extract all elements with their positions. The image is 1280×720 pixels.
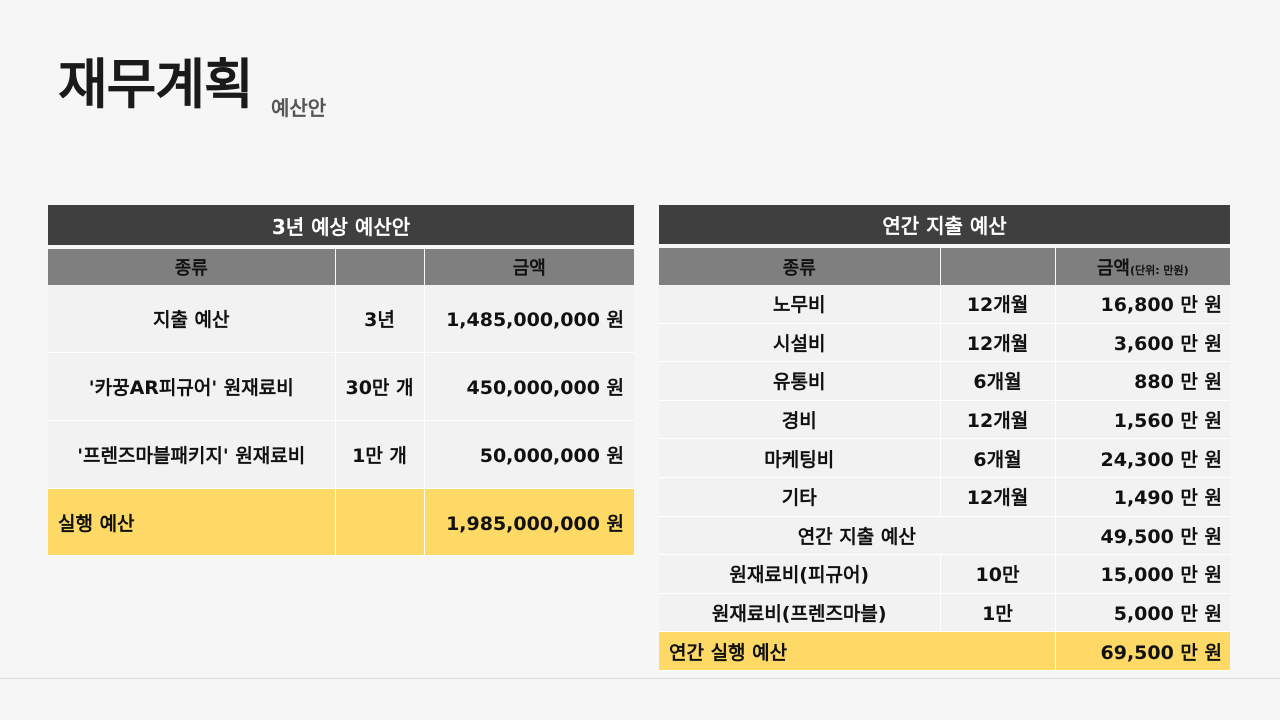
column-header-period — [940, 246, 1056, 285]
cell-amount: 15,000 만 원 — [1055, 554, 1231, 594]
cell-amount: 24,300 만 원 — [1055, 438, 1231, 478]
column-header-qty — [335, 247, 425, 285]
table-title: 연간 지출 예산 — [659, 205, 1231, 248]
cell-period: 12개월 — [940, 323, 1056, 363]
cell-period: 6개월 — [940, 361, 1056, 401]
cell-period: 12개월 — [940, 285, 1056, 324]
table-row: 시설비 12개월 3,600 만 원 — [659, 323, 1231, 363]
total-row: 연간 실행 예산 69,500 만 원 — [659, 631, 1231, 671]
table-row: 기타 12개월 1,490 만 원 — [659, 477, 1231, 517]
cell-amount: 5,000 만 원 — [1055, 593, 1231, 633]
subtotal-label: 연간 지출 예산 — [659, 516, 1056, 556]
cell-amount: 50,000,000 원 — [424, 420, 635, 489]
unit-note: (단위: 만원) — [1129, 263, 1189, 277]
annual-expense-table: 연간 지출 예산 종류 금액(단위: 만원) 노무비 12개월 16,800 만… — [659, 205, 1231, 671]
cell-qty: 3년 — [335, 285, 425, 353]
cell-amount: 1,490 만 원 — [1055, 477, 1231, 517]
total-amount: 1,985,000,000 원 — [424, 488, 635, 556]
cell-qty: 1만 개 — [335, 420, 425, 489]
total-label: 연간 실행 예산 — [659, 631, 1056, 671]
table-row: 원재료비(피규어) 10만 15,000 만 원 — [659, 554, 1231, 594]
page-title: 재무계획 — [58, 53, 254, 116]
cell-period: 10만 — [940, 554, 1056, 594]
three-year-budget-table: 3년 예상 예산안 종류 금액 지출 예산 3년 1,485,000,000 원… — [48, 205, 635, 556]
cell-amount: 16,800 만 원 — [1055, 285, 1231, 324]
table-title: 3년 예상 예산안 — [48, 205, 635, 249]
subtotal-amount: 49,500 만 원 — [1055, 516, 1231, 556]
total-amount: 69,500 만 원 — [1055, 631, 1231, 671]
cell-type: 경비 — [659, 400, 941, 440]
cell-type: 원재료비(피규어) — [659, 554, 941, 594]
column-header-type: 종류 — [48, 247, 336, 285]
cell-amount: 1,560 만 원 — [1055, 400, 1231, 440]
column-header-type: 종류 — [659, 246, 941, 285]
table-row: 지출 예산 3년 1,485,000,000 원 — [48, 285, 635, 353]
subtotal-row: 연간 지출 예산 49,500 만 원 — [659, 516, 1231, 556]
column-header-amount: 금액(단위: 만원) — [1055, 246, 1231, 285]
cell-type: 시설비 — [659, 323, 941, 363]
total-row: 실행 예산 1,985,000,000 원 — [48, 488, 635, 556]
cell-period: 1만 — [940, 593, 1056, 633]
footer-divider — [0, 678, 1280, 679]
total-empty — [335, 488, 425, 556]
column-header-amount: 금액 — [424, 247, 635, 285]
table-row: 경비 12개월 1,560 만 원 — [659, 400, 1231, 440]
table-row: 원재료비(프렌즈마블) 1만 5,000 만 원 — [659, 593, 1231, 633]
page-subtitle: 예산안 — [271, 96, 327, 120]
cell-type: 기타 — [659, 477, 941, 517]
cell-amount: 450,000,000 원 — [424, 352, 635, 421]
cell-qty: 30만 개 — [335, 352, 425, 421]
table-row: 노무비 12개월 16,800 만 원 — [659, 285, 1231, 324]
cell-type: 원재료비(프렌즈마블) — [659, 593, 941, 633]
cell-type: 유통비 — [659, 361, 941, 401]
cell-type: 노무비 — [659, 285, 941, 324]
cell-type: '카꿍AR피규어' 원재료비 — [48, 352, 336, 421]
cell-period: 6개월 — [940, 438, 1056, 478]
cell-amount: 3,600 만 원 — [1055, 323, 1231, 363]
cell-type: 지출 예산 — [48, 285, 336, 353]
table-row: 마케팅비 6개월 24,300 만 원 — [659, 438, 1231, 478]
cell-period: 12개월 — [940, 400, 1056, 440]
cell-type: 마케팅비 — [659, 438, 941, 478]
amount-label: 금액 — [1096, 257, 1130, 279]
total-label: 실행 예산 — [48, 488, 336, 556]
table-row: '프렌즈마블패키지' 원재료비 1만 개 50,000,000 원 — [48, 420, 635, 489]
cell-amount: 1,485,000,000 원 — [424, 285, 635, 353]
table-row: '카꿍AR피규어' 원재료비 30만 개 450,000,000 원 — [48, 352, 635, 421]
cell-type: '프렌즈마블패키지' 원재료비 — [48, 420, 336, 489]
cell-period: 12개월 — [940, 477, 1056, 517]
table-row: 유통비 6개월 880 만 원 — [659, 361, 1231, 401]
cell-amount: 880 만 원 — [1055, 361, 1231, 401]
